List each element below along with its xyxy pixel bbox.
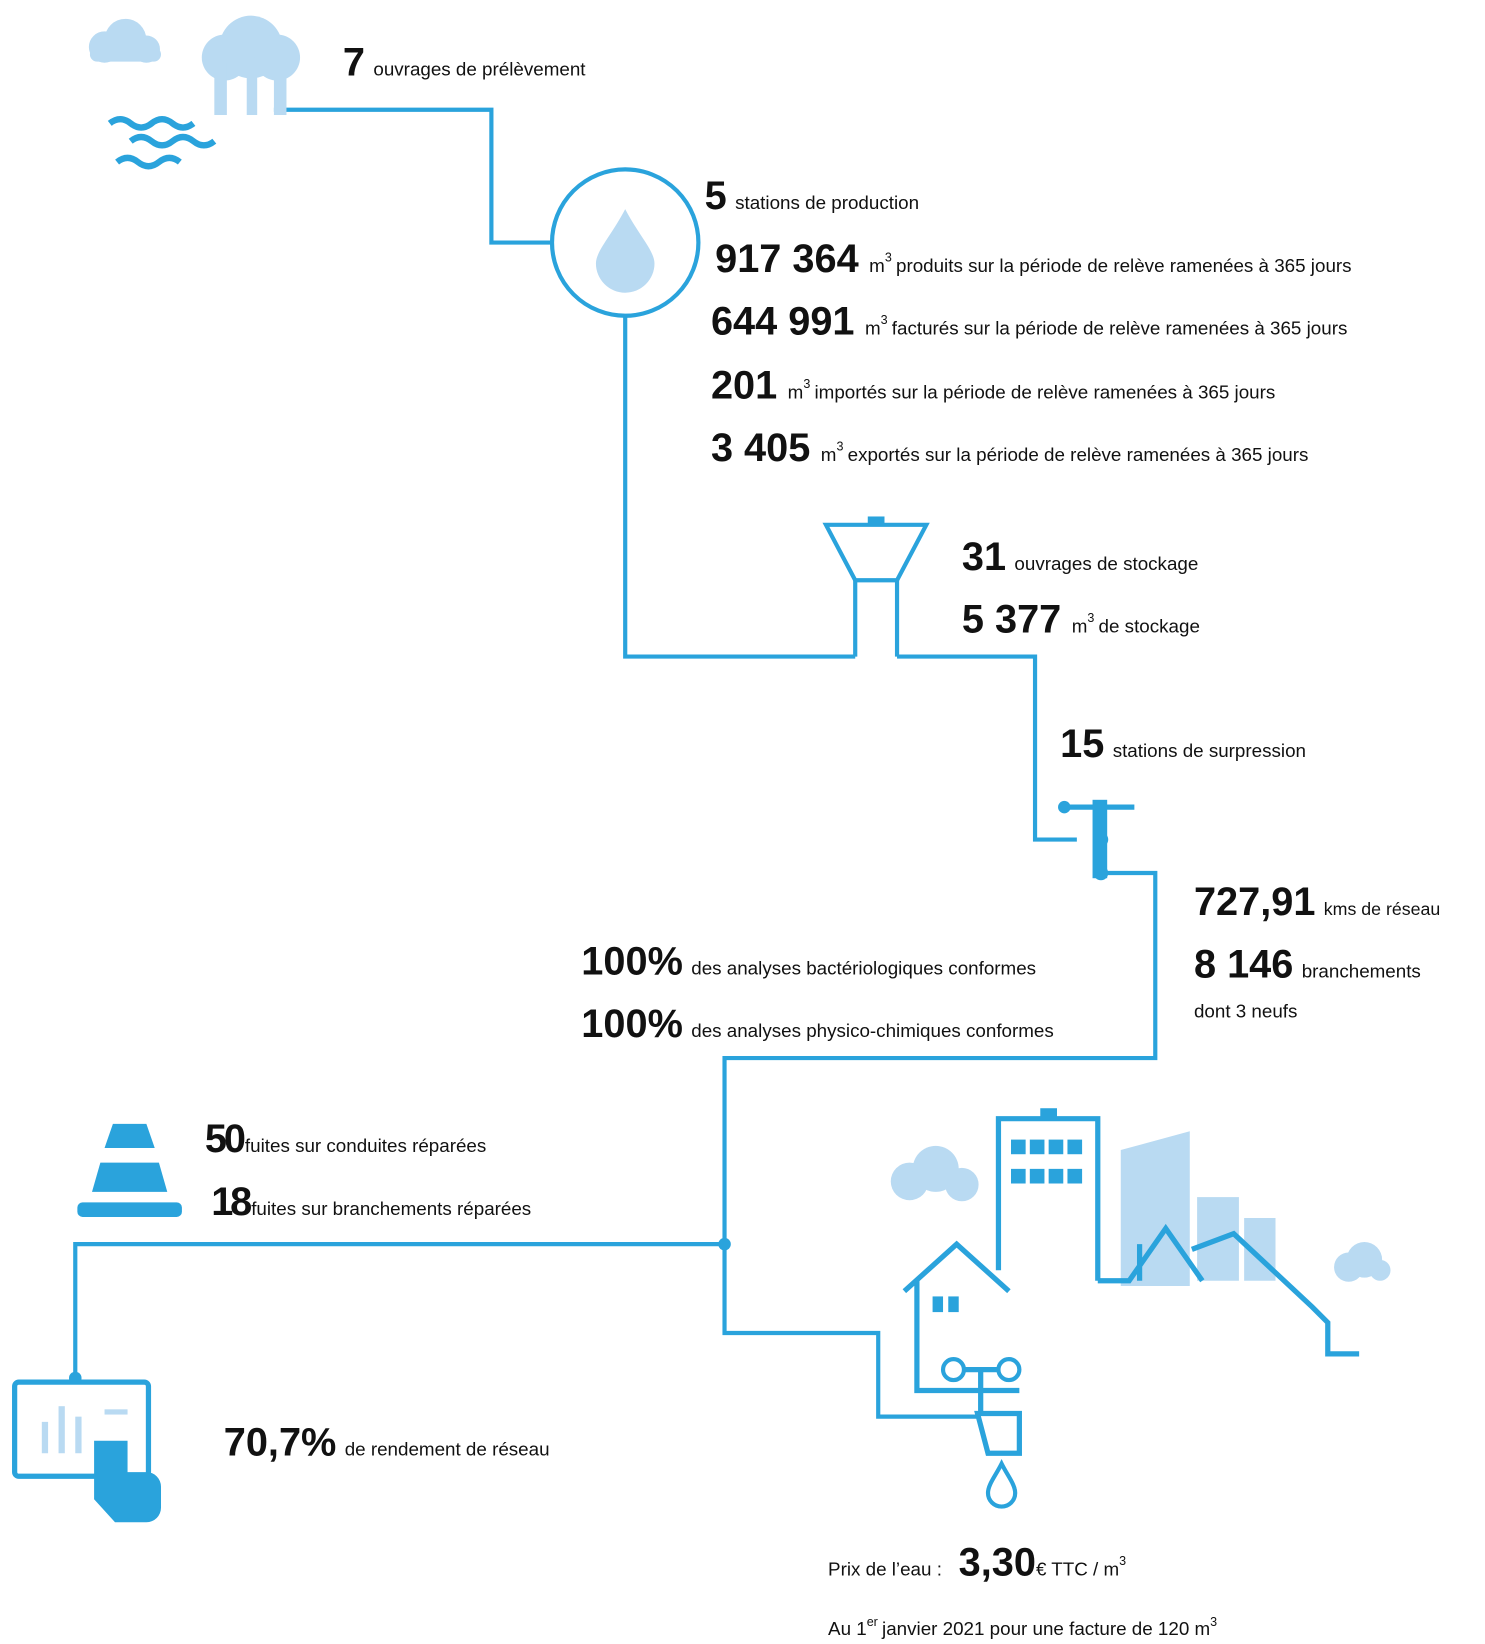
stat: 727,91 kms de réseau — [1194, 880, 1440, 924]
stat-text: fuites sur conduites réparées — [245, 1135, 486, 1156]
date-prefix-sup: er — [867, 1615, 878, 1629]
stat-number: 7 — [343, 40, 365, 84]
infographic: 7 ouvrages de prélèvement 5 stations de pro… — [0, 0, 1485, 1644]
stat: 5 stations de production — [705, 174, 919, 218]
stat-number: 201 — [711, 363, 777, 407]
stat-number: 8 146 — [1194, 943, 1293, 987]
stat: 31 ouvrages de stockage — [962, 535, 1198, 579]
stat-number: 644 991 — [711, 300, 855, 344]
stat-unit: m — [1072, 616, 1088, 637]
price-unit: € TTC / m — [1036, 1559, 1119, 1580]
stat-text: de rendement de réseau — [345, 1438, 550, 1459]
source-icon — [89, 16, 300, 167]
stat-unit: m — [788, 381, 804, 402]
dashboard-icon — [15, 1382, 161, 1522]
stat: 917 364 m3 produits sur la période de relè… — [715, 237, 1351, 281]
stat: 644 991 m3 facturés sur la période de relè… — [711, 300, 1347, 344]
stat: 3 405 m3 exportés sur la période de relève… — [711, 426, 1308, 470]
stat-unit-exp: 3 — [885, 250, 892, 264]
stat-number: 18 — [211, 1180, 251, 1224]
stat: 7 ouvrages de prélèvement — [343, 40, 586, 84]
stat-number: 100% — [581, 939, 683, 983]
tower-icon — [826, 516, 926, 656]
stat-number: 15 — [1060, 722, 1104, 766]
stat-text: ouvrages de prélèvement — [373, 58, 586, 79]
drop — [596, 209, 655, 293]
stat-text: de stockage — [1099, 616, 1200, 637]
stat-text: produits sur la période de relève ramené… — [896, 255, 1352, 276]
stat-number: 3 405 — [711, 426, 810, 470]
stat-note: dont 3 neufs — [1194, 1000, 1297, 1021]
date-text-exp: 3 — [1210, 1615, 1217, 1629]
stat-unit-exp: 3 — [803, 377, 810, 391]
date-text: janvier 2021 pour une facture de 120 m — [881, 1618, 1210, 1639]
stat-unit: m — [865, 318, 881, 339]
stat-text: exportés sur la période de relève ramené… — [848, 444, 1309, 465]
stat-number: 917 364 — [715, 237, 859, 281]
stat-text: des analyses bactériologiques conformes — [691, 957, 1036, 978]
stat-text: stations de production — [735, 192, 919, 213]
stat-number: 5 — [705, 174, 727, 218]
stat-unit: m — [821, 444, 837, 465]
stat-text: stations de surpression — [1113, 740, 1306, 761]
stat-text: ouvrages de stockage — [1014, 553, 1198, 574]
stat: 15 stations de surpression — [1060, 722, 1306, 766]
price: Prix de l’eau : 3,30€ TTC / m3 — [828, 1541, 1126, 1585]
junction — [718, 1238, 731, 1251]
stat-text: kms de réseau — [1324, 899, 1441, 919]
price-unit-exp: 3 — [1119, 1554, 1126, 1568]
stat-text: facturés sur la période de relève ramené… — [892, 318, 1348, 339]
stat: 100% des analyses bactériologiques confor… — [581, 939, 1036, 983]
stat-number: 70,7% — [224, 1420, 337, 1464]
stat: 201 m3 importés sur la période de relève r… — [711, 363, 1275, 407]
stat-text: fuites sur branchements réparées — [251, 1198, 531, 1219]
stat-text: des analyses physico-chimiques conformes — [691, 1020, 1054, 1041]
stat-number: 5 377 — [962, 598, 1061, 642]
date-prefix: Au 1 — [828, 1618, 867, 1639]
stat-text: branchements — [1302, 961, 1421, 982]
stat-text: importés sur la période de relève ramené… — [815, 381, 1276, 402]
stat-unit: m — [869, 255, 885, 276]
stat: 70,7% de rendement de réseau — [224, 1420, 550, 1464]
price-label: Prix de l’eau : — [828, 1559, 942, 1580]
price-number: 3,30 — [959, 1541, 1036, 1585]
stat-number: 100% — [581, 1002, 683, 1046]
stat-number: 31 — [962, 535, 1006, 579]
city-icon — [891, 1108, 1391, 1506]
stat-unit-exp: 3 — [1087, 611, 1094, 625]
stat-unit-exp: 3 — [881, 313, 888, 327]
stat-number: 727,91 — [1194, 880, 1315, 924]
stat-number: 50 — [205, 1117, 245, 1161]
stat-unit-exp: 3 — [836, 440, 843, 454]
content: 7 ouvrages de prélèvement 5 stations de pro… — [15, 16, 1441, 1639]
stat: 5 377 m3 de stockage — [962, 598, 1200, 642]
stat: 8 146 branchements — [1194, 943, 1421, 987]
cone-icon — [77, 1124, 182, 1217]
stat: 100% des analyses physico-chimiques confo… — [581, 1002, 1053, 1046]
